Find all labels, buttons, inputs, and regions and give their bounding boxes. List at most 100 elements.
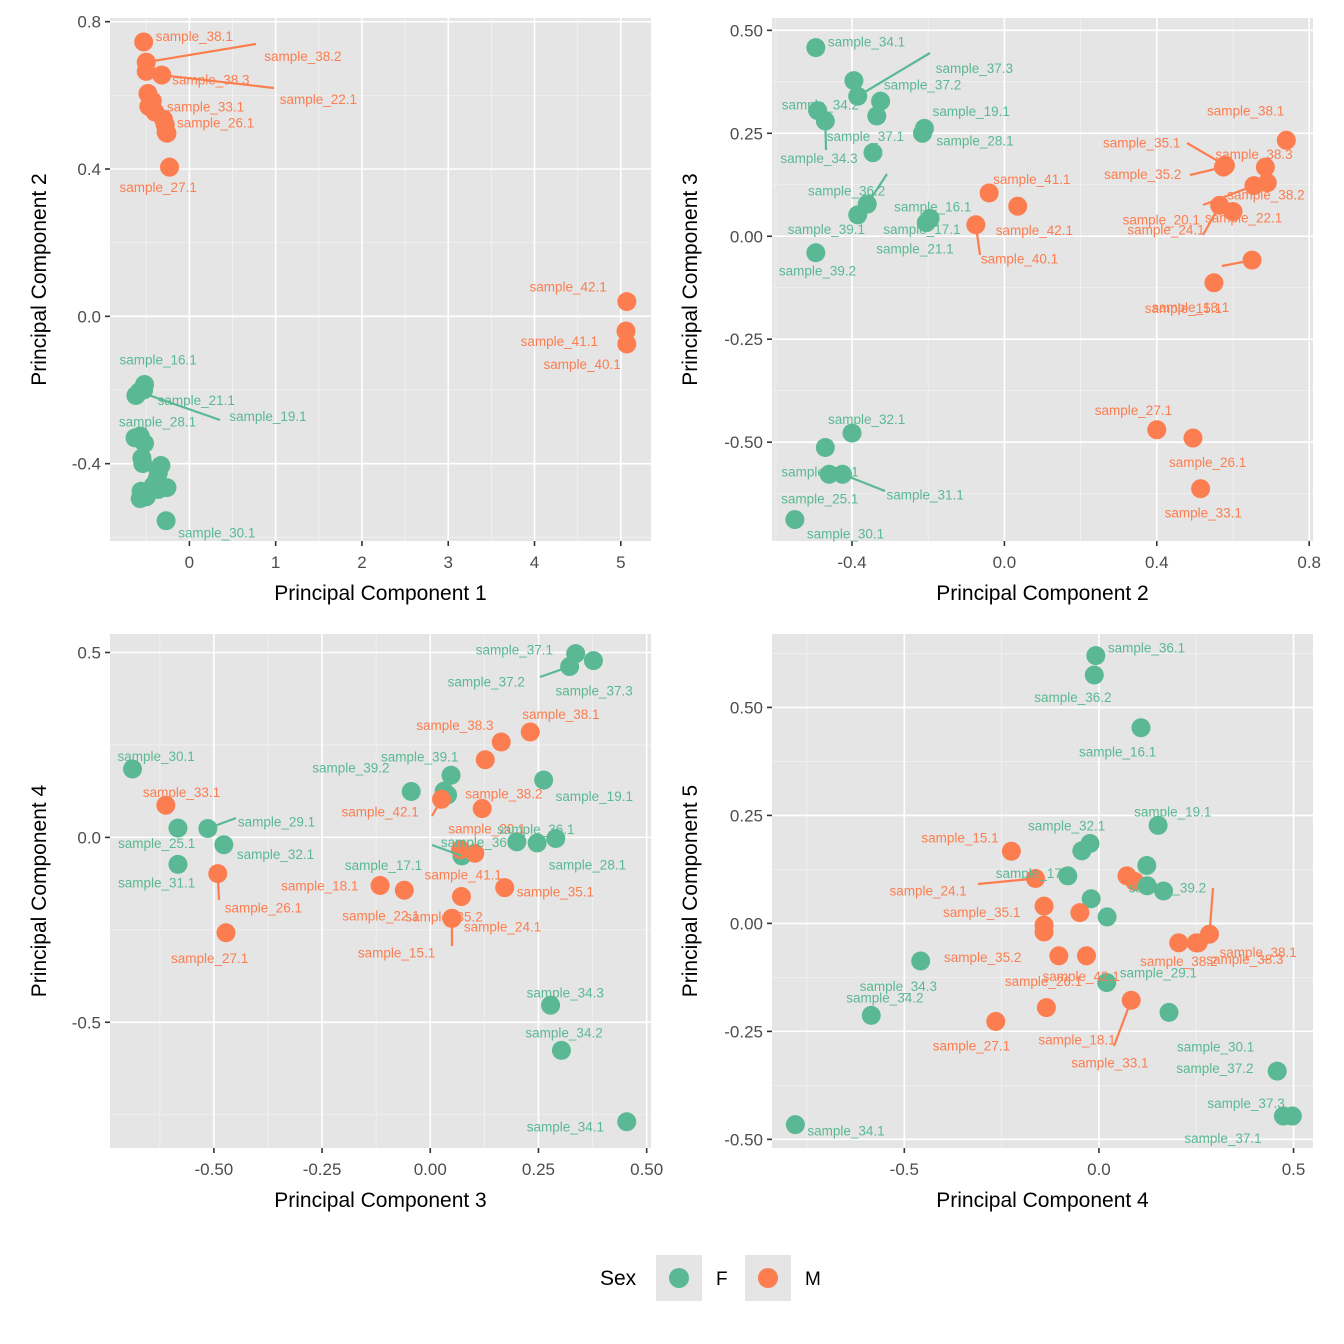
label-leader-line — [146, 42, 257, 64]
label-leader-line — [1202, 184, 1255, 207]
point-label: sample_37.3 — [936, 61, 1013, 76]
label-leader-line — [539, 665, 570, 679]
points-layer — [123, 644, 637, 1132]
point-m — [986, 1011, 1006, 1031]
legend-label-m: M — [805, 1269, 821, 1290]
point-label: sample_32.1 — [1028, 818, 1105, 833]
point-f — [861, 1005, 881, 1025]
point-label: sample_38.3 — [1206, 952, 1283, 967]
label-leader-line — [857, 52, 931, 98]
point-label: sample_26.1 — [1169, 455, 1246, 470]
label-leader-line — [1221, 259, 1253, 268]
point-label: sample_39.1 — [381, 749, 458, 764]
label-leader-line — [824, 120, 828, 151]
point-f — [1148, 815, 1168, 835]
point-label: sample_20.1 — [448, 822, 525, 837]
y-tick-label: 0.4 — [77, 160, 101, 179]
point-label: sample_28.1 — [936, 133, 1013, 148]
legend-label-f: F — [716, 1269, 728, 1290]
point-label: sample_42.1 — [1042, 969, 1119, 984]
point-label: sample_15.1 — [921, 830, 998, 845]
point-label: sample_15.1 — [1145, 301, 1222, 316]
point-f — [1154, 881, 1174, 901]
point-label: sample_35.2 — [1104, 167, 1181, 182]
point-label: sample_37.1 — [1184, 1131, 1261, 1146]
point-m — [475, 750, 495, 770]
point-label: sample_39.2 — [1129, 881, 1206, 896]
label-leader-line — [842, 473, 886, 493]
point-label: sample_19.1 — [933, 104, 1010, 119]
point-f — [806, 38, 826, 58]
point-f — [534, 770, 554, 790]
y-tick-label: 0.00 — [730, 914, 763, 933]
point-m — [153, 109, 173, 129]
point-label: sample_39.2 — [779, 264, 856, 279]
legend-dot-f — [669, 1268, 689, 1288]
y-tick-label: 0.5 — [77, 643, 101, 662]
point-label: sample_17.1 — [883, 222, 960, 237]
point-label: sample_35.1 — [1103, 135, 1180, 150]
point-f — [168, 854, 188, 874]
point-label: sample_27.1 — [171, 951, 248, 966]
labels-layer: sample_34.1 sample_37.2 sample_37.3 sample_… — [779, 35, 1305, 542]
point-label: sample_34.2 — [846, 990, 923, 1005]
point-f — [1081, 889, 1101, 909]
point-label: sample_37.3 — [555, 684, 632, 699]
point-label: sample_28.1 — [549, 857, 626, 872]
y-tick-label: 0.25 — [730, 124, 763, 143]
point-f — [815, 438, 835, 458]
point-m — [1001, 841, 1021, 861]
point-f — [133, 454, 153, 474]
point-m — [1169, 933, 1189, 953]
legend: Sex F M — [600, 1255, 821, 1301]
label-leader-line — [1186, 142, 1226, 167]
point-label: sample_34.3 — [860, 979, 937, 994]
point-f — [844, 71, 864, 91]
point-label: sample_27.1 — [933, 1038, 1010, 1053]
point-m — [1191, 479, 1211, 499]
point-f — [123, 759, 143, 779]
point-f — [863, 143, 883, 163]
point-label: sample_19.1 — [229, 409, 306, 424]
point-label: sample_34.3 — [780, 151, 857, 166]
point-label: sample_19.1 — [1134, 804, 1211, 819]
point-label: sample_33.1 — [167, 99, 244, 114]
y-tick-label: 0.0 — [77, 828, 101, 847]
point-label: sample_39.2 — [312, 761, 389, 776]
point-m — [160, 157, 180, 177]
point-label: sample_24.1 — [464, 919, 541, 934]
point-m — [617, 334, 637, 354]
label-leader-line — [1202, 204, 1221, 236]
point-m — [520, 722, 540, 742]
label-leader-line — [138, 390, 221, 422]
point-label: sample_37.2 — [1176, 1061, 1253, 1076]
point-m — [1049, 946, 1069, 966]
labels-layer: sample_37.1 sample_37.2 sample_37.3 sample_… — [118, 643, 633, 1135]
point-label: sample_38.1 — [1219, 945, 1296, 960]
point-m — [1147, 420, 1167, 440]
point-label: sample_32.1 — [828, 412, 905, 427]
point-label: sample_29.1 — [238, 815, 315, 830]
point-m — [394, 880, 414, 900]
x-tick-label: 0.00 — [414, 1160, 447, 1179]
legend-dot-m — [758, 1268, 778, 1288]
label-leader-line — [161, 73, 275, 90]
y-tick-label: 0.8 — [77, 13, 101, 32]
point-label: sample_24.1 — [1127, 222, 1204, 237]
point-label: sample_35.2 — [405, 910, 482, 925]
point-label: sample_38.2 — [1140, 954, 1217, 969]
y-tick-label: -0.4 — [72, 455, 101, 474]
point-label: sample_37.2 — [448, 675, 525, 690]
point-m — [1070, 903, 1090, 923]
point-label: sample_42.1 — [342, 804, 419, 819]
point-f — [867, 106, 887, 126]
point-label: sample_34.2 — [525, 1025, 602, 1040]
point-label: sample_34.1 — [807, 1124, 884, 1139]
point-f — [541, 995, 561, 1015]
point-f — [871, 91, 891, 111]
point-label: sample_37.2 — [884, 78, 961, 93]
point-label: sample_18.1 — [281, 878, 358, 893]
legend-title: Sex — [600, 1267, 637, 1290]
point-label: sample_22.1 — [342, 908, 419, 923]
point-label: sample_36.2 — [1034, 690, 1111, 705]
